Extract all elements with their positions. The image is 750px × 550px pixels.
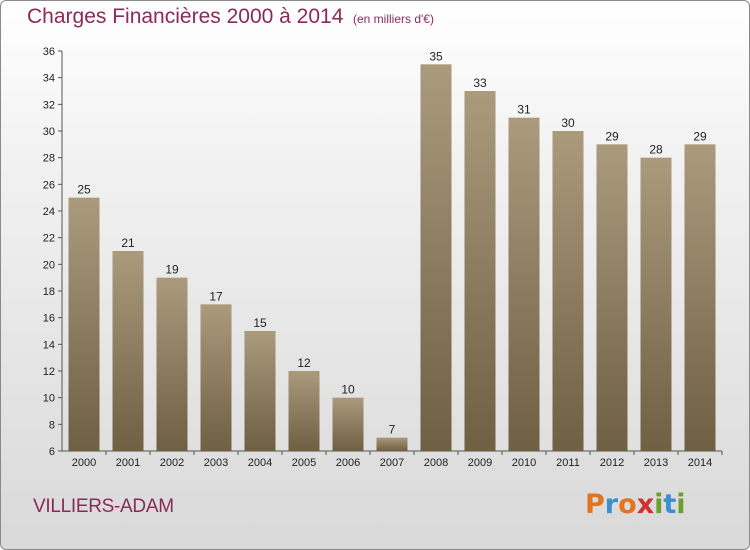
- y-tick-label: 8: [49, 419, 55, 431]
- logo-letter: x: [636, 489, 655, 520]
- y-tick-label: 22: [43, 233, 55, 245]
- y-tick-label: 32: [43, 99, 55, 111]
- x-tick-label: 2004: [248, 457, 272, 469]
- bar-2009: [464, 91, 496, 451]
- x-tick-label: 2007: [380, 457, 404, 469]
- data-label: 19: [165, 263, 179, 277]
- y-tick-label: 14: [43, 339, 55, 351]
- bar-2007: [376, 437, 408, 451]
- x-tick-label: 2010: [512, 457, 536, 469]
- chart-subtitle: (en milliers d'€): [353, 12, 434, 26]
- y-tick-label: 28: [43, 153, 55, 165]
- logo-letter: t: [663, 489, 677, 520]
- data-label: 28: [649, 143, 663, 157]
- bar-2001: [112, 251, 144, 451]
- x-tick-label: 2002: [160, 457, 184, 469]
- chart-bars: [68, 64, 716, 452]
- logo-letter: P: [585, 489, 605, 520]
- data-label: 15: [253, 316, 267, 330]
- chart-title: Charges Financières 2000 à 2014: [27, 5, 344, 28]
- bar-2012: [596, 144, 628, 452]
- y-tick-label: 36: [43, 46, 55, 58]
- logo-letter: o: [618, 489, 637, 520]
- bar-2000: [68, 197, 100, 451]
- bar-2011: [552, 131, 584, 451]
- bar-2005: [288, 371, 320, 451]
- y-tick-label: 34: [43, 73, 55, 85]
- y-tick-label: 10: [43, 393, 55, 405]
- data-label: 29: [605, 129, 619, 143]
- x-tick-label: 2003: [204, 457, 228, 469]
- x-tick-label: 2009: [468, 457, 492, 469]
- y-tick-label: 16: [43, 313, 55, 325]
- y-tick-label: 20: [43, 259, 55, 271]
- y-tick-label: 12: [43, 366, 55, 378]
- logo-letter: i: [654, 489, 664, 520]
- x-tick-label: 2005: [292, 457, 316, 469]
- x-tick-label: 2001: [116, 457, 140, 469]
- data-label: 21: [121, 236, 135, 250]
- bar-2010: [508, 117, 540, 452]
- y-tick-label: 24: [43, 206, 55, 218]
- x-tick-label: 2013: [644, 457, 668, 469]
- bar-2002: [156, 277, 188, 451]
- data-label: 10: [341, 383, 355, 397]
- x-tick-label: 2000: [72, 457, 96, 469]
- proxiti-logo: Proxiti: [585, 489, 686, 520]
- data-label: 33: [473, 76, 487, 90]
- bar-2014: [684, 144, 716, 452]
- x-tick-label: 2012: [600, 457, 624, 469]
- y-tick-label: 30: [43, 126, 55, 138]
- y-tick-label: 26: [43, 179, 55, 191]
- chart-labels: 2000 25 2001 21 2002 19 2003 17 2004 15 2005 12 2006…: [72, 49, 712, 469]
- x-tick-label: 2006: [336, 457, 360, 469]
- x-tick-label: 2014: [688, 457, 712, 469]
- bar-2004: [244, 331, 276, 451]
- data-label: 7: [389, 423, 396, 437]
- bar-2008: [420, 64, 452, 452]
- bar-2006: [332, 397, 364, 451]
- data-label: 17: [209, 289, 223, 303]
- data-label: 29: [693, 129, 707, 143]
- bar-2013: [640, 157, 672, 451]
- x-tick-label: 2011: [556, 457, 580, 469]
- logo-letter: r: [604, 489, 619, 520]
- logo-letter: i: [676, 489, 686, 520]
- commune-name: VILLIERS-ADAM: [33, 496, 174, 517]
- data-label: 35: [429, 49, 443, 63]
- x-tick-label: 2008: [424, 457, 448, 469]
- data-label: 30: [561, 116, 575, 130]
- bar-2003: [200, 304, 232, 451]
- data-label: 12: [297, 356, 311, 370]
- data-label: 25: [77, 183, 91, 197]
- y-tick-label: 6: [49, 446, 55, 458]
- data-label: 31: [517, 103, 531, 117]
- y-tick-label: 18: [43, 286, 55, 298]
